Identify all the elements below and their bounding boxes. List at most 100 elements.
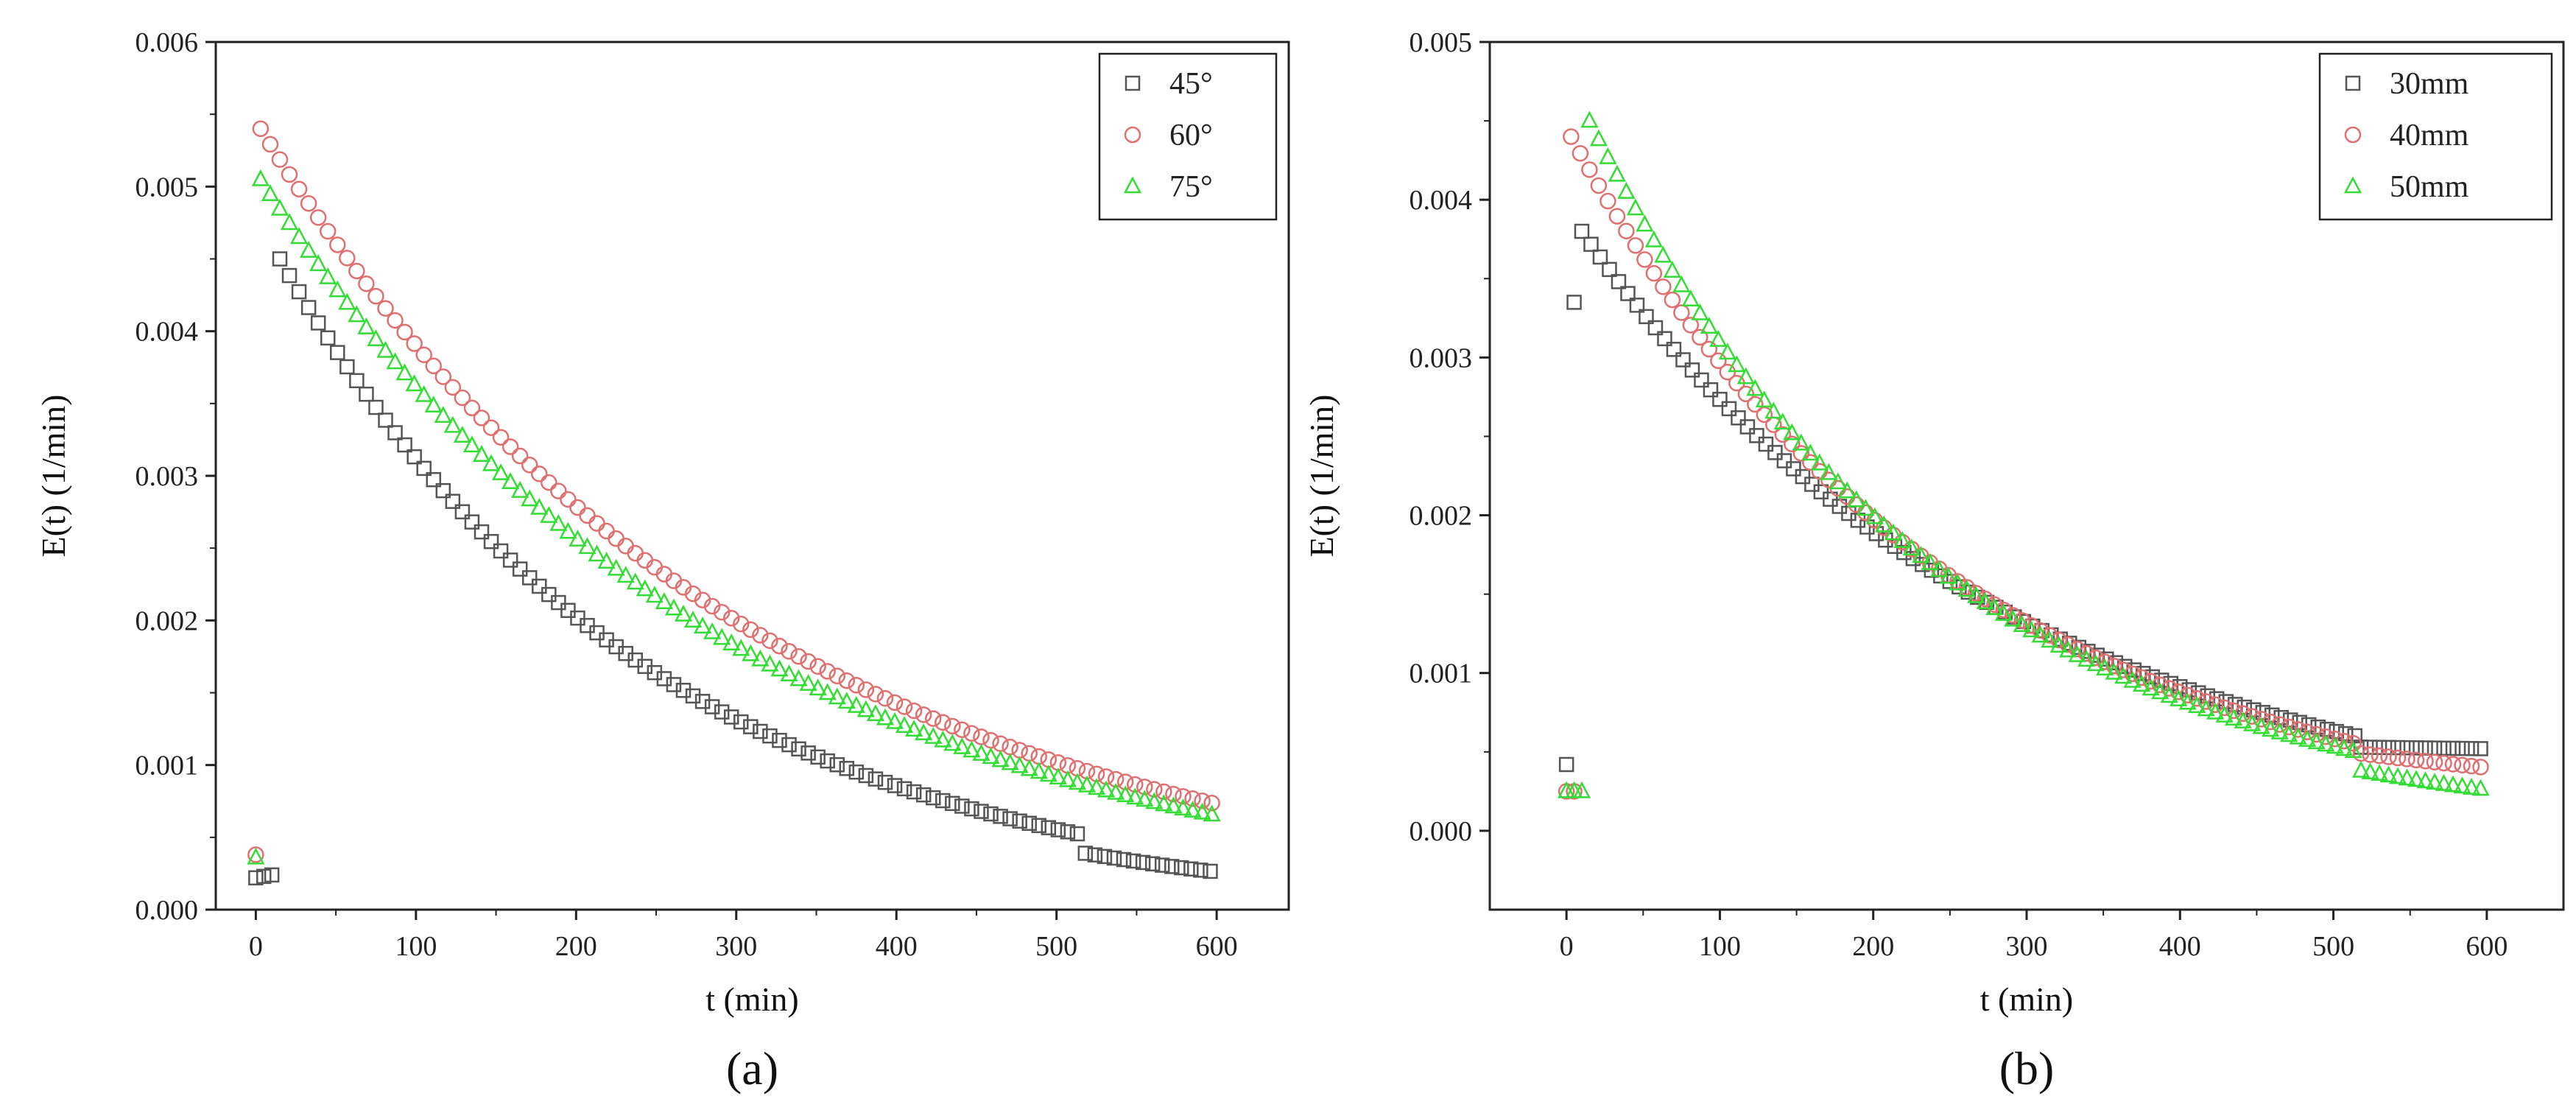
data-point bbox=[733, 714, 749, 730]
data-point bbox=[396, 323, 413, 341]
data-point bbox=[588, 515, 605, 532]
data-point bbox=[781, 737, 797, 753]
data-point bbox=[291, 284, 307, 300]
data-point bbox=[502, 438, 519, 455]
data-point bbox=[1810, 453, 1829, 471]
data-point bbox=[2317, 734, 2335, 752]
data-point bbox=[2416, 771, 2435, 789]
data-point bbox=[1572, 781, 1591, 798]
data-point bbox=[915, 723, 933, 741]
data-point bbox=[887, 778, 903, 793]
data-point bbox=[1002, 738, 1018, 756]
data-point bbox=[905, 702, 923, 720]
data-point bbox=[247, 846, 264, 863]
data-point bbox=[742, 644, 760, 661]
data-point bbox=[502, 552, 518, 568]
data-point bbox=[2169, 689, 2188, 706]
data-point bbox=[685, 688, 701, 704]
data-point bbox=[1636, 251, 1653, 268]
data-point bbox=[560, 491, 577, 508]
data-point bbox=[550, 482, 567, 499]
data-point bbox=[2270, 722, 2289, 740]
data-point bbox=[1811, 463, 1829, 480]
data-point bbox=[1126, 787, 1144, 805]
data-point bbox=[2077, 644, 2095, 662]
data-point bbox=[2013, 612, 2031, 629]
data-point bbox=[2379, 765, 2398, 783]
data-point bbox=[453, 426, 471, 443]
data-point bbox=[463, 399, 481, 417]
data-point bbox=[1784, 435, 1801, 453]
data-point bbox=[2399, 751, 2415, 767]
data-point bbox=[1146, 781, 1163, 798]
data-point bbox=[1682, 317, 1700, 334]
data-point bbox=[1838, 481, 1857, 499]
data-point bbox=[723, 709, 739, 725]
data-point bbox=[1847, 490, 1865, 507]
data-point bbox=[713, 628, 731, 645]
data-point bbox=[551, 594, 566, 611]
data-point bbox=[924, 710, 942, 727]
data-point bbox=[992, 735, 1009, 752]
data-point bbox=[617, 538, 634, 555]
legend-label: 50mm bbox=[2390, 170, 2469, 204]
data-point bbox=[820, 753, 835, 769]
data-point bbox=[2417, 753, 2434, 770]
data-point bbox=[1639, 309, 1654, 325]
data-point bbox=[809, 678, 827, 696]
data-point bbox=[2069, 640, 2086, 658]
data-point bbox=[1001, 753, 1019, 770]
data-point bbox=[2335, 739, 2354, 756]
data-point bbox=[2362, 746, 2379, 763]
data-point bbox=[559, 521, 577, 539]
data-point bbox=[1097, 780, 1116, 798]
data-point bbox=[1010, 756, 1029, 773]
data-point bbox=[973, 728, 990, 745]
data-point bbox=[1144, 856, 1161, 872]
data-point bbox=[925, 790, 941, 806]
data-point bbox=[1611, 274, 1627, 289]
data-point bbox=[1731, 410, 1746, 426]
data-point bbox=[261, 136, 279, 153]
data-point bbox=[2262, 720, 2280, 737]
data-point bbox=[1736, 367, 1755, 384]
data-point bbox=[2463, 757, 2480, 775]
data-point bbox=[426, 471, 441, 488]
data-point bbox=[1020, 759, 1038, 776]
data-point bbox=[1694, 372, 1709, 388]
data-point bbox=[1976, 592, 1994, 609]
legend-label: 60° bbox=[1169, 119, 1213, 152]
data-point bbox=[261, 184, 280, 201]
data-point bbox=[2351, 760, 2371, 778]
data-point bbox=[2215, 705, 2234, 723]
panel-label: (b) bbox=[1999, 1042, 2055, 1095]
data-point bbox=[733, 615, 750, 633]
data-point bbox=[512, 561, 528, 577]
data-point bbox=[319, 267, 337, 284]
data-point bbox=[416, 460, 432, 477]
data-point bbox=[1608, 208, 1626, 225]
data-point bbox=[1758, 436, 1774, 452]
x-tick-label: 0 bbox=[1560, 931, 1574, 962]
data-point bbox=[256, 868, 272, 885]
data-point bbox=[953, 737, 971, 754]
data-point bbox=[1077, 775, 1097, 793]
data-point bbox=[415, 346, 432, 364]
data-point bbox=[1774, 426, 1792, 443]
data-point bbox=[280, 213, 299, 231]
series-40mm bbox=[1558, 128, 2489, 800]
data-point bbox=[2471, 779, 2490, 796]
data-point bbox=[386, 352, 404, 370]
data-point bbox=[810, 749, 826, 765]
data-point bbox=[1155, 794, 1173, 812]
data-point bbox=[270, 198, 289, 216]
data-point bbox=[1749, 428, 1764, 443]
data-point bbox=[2005, 607, 2021, 624]
data-point bbox=[521, 457, 538, 474]
data-point bbox=[272, 251, 288, 267]
data-point bbox=[2426, 754, 2443, 770]
data-point bbox=[1700, 317, 1718, 334]
data-point bbox=[1786, 461, 1801, 477]
data-point bbox=[974, 804, 989, 819]
data-point bbox=[483, 533, 499, 549]
